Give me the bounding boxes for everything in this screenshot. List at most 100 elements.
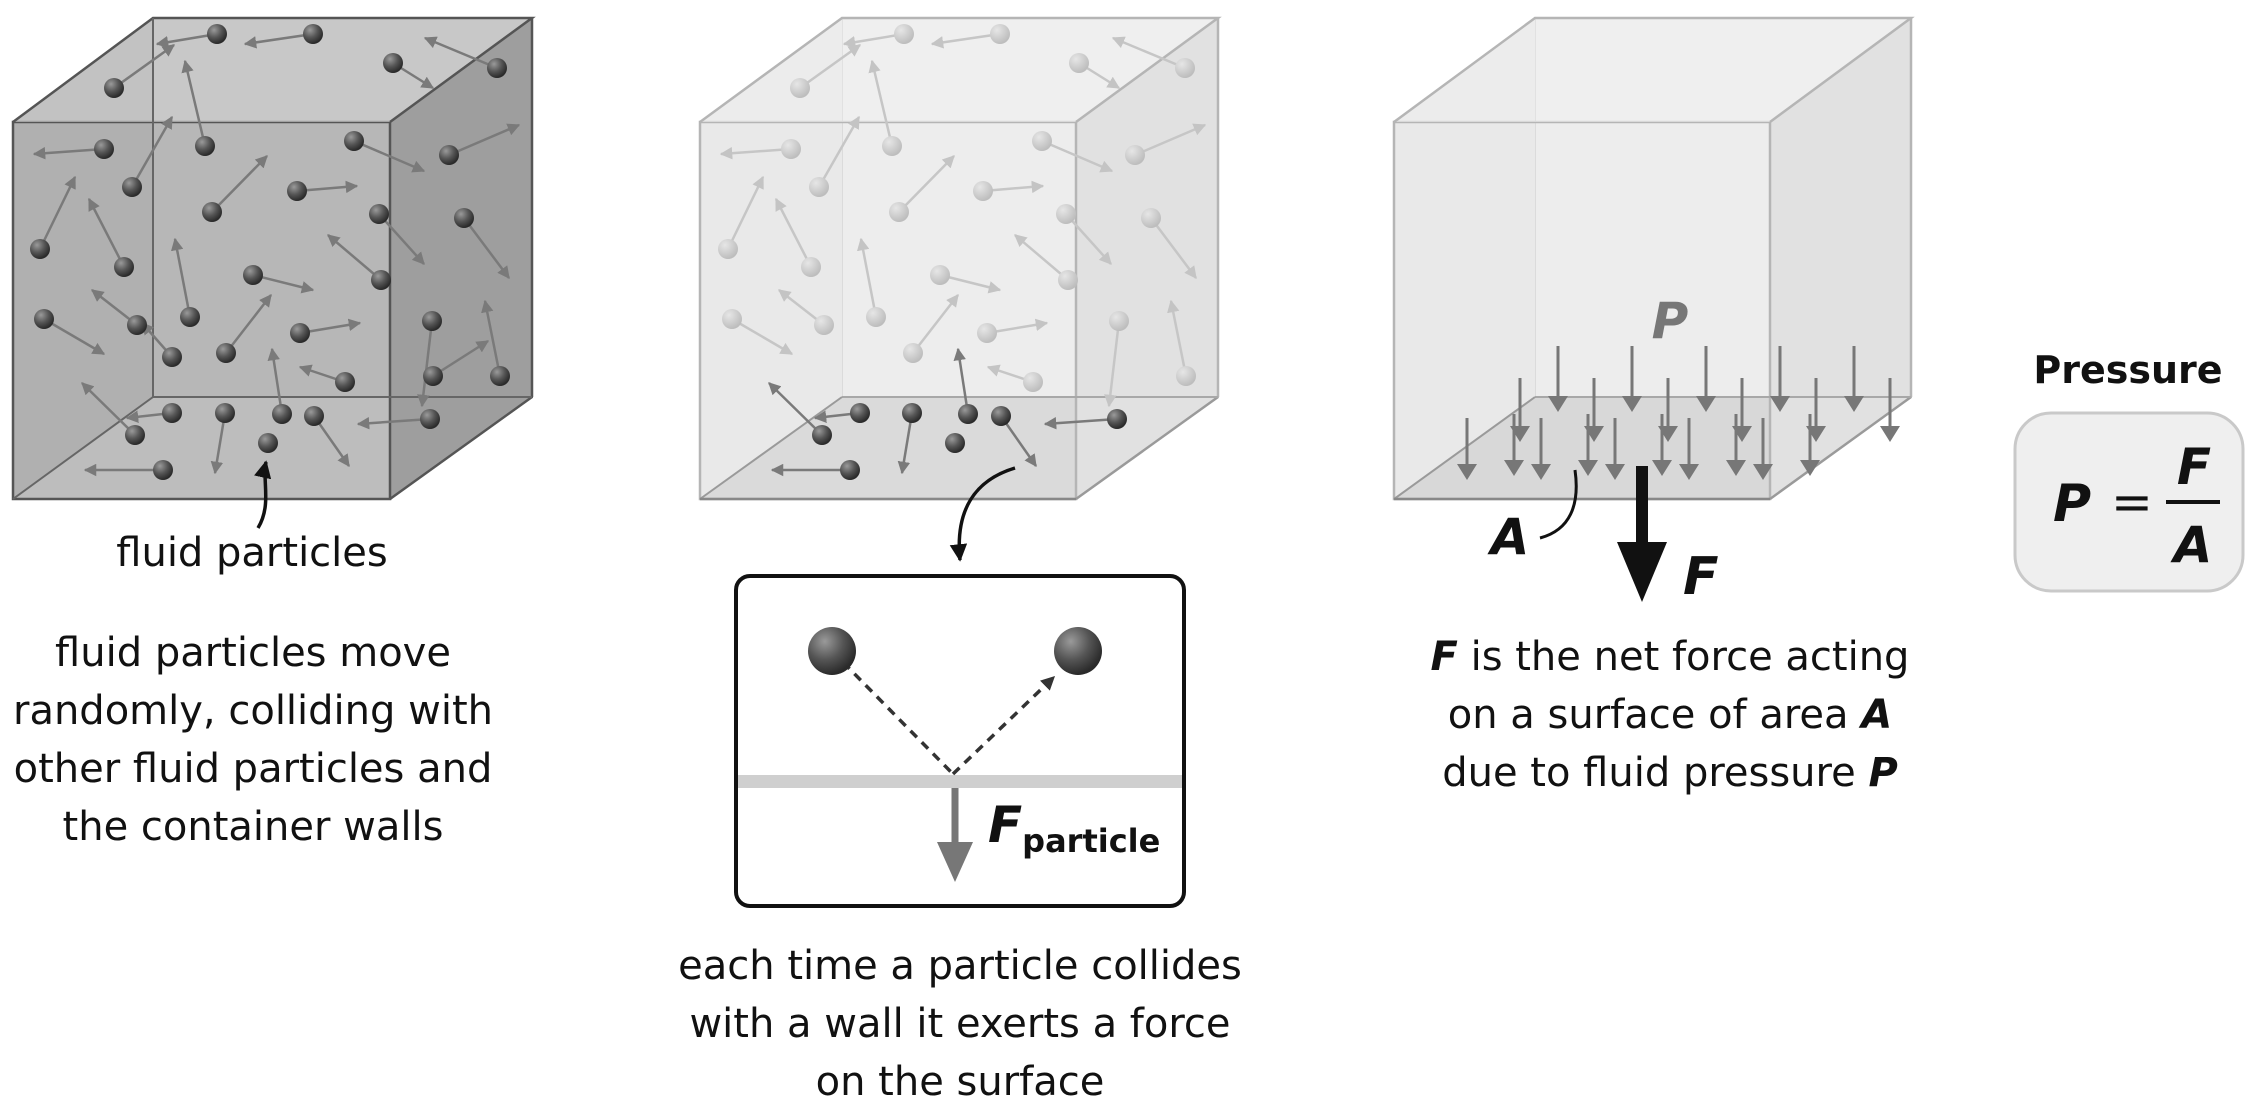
velocity-arrow xyxy=(210,412,227,475)
velocity-arrow xyxy=(999,415,1038,468)
velocity-arrow xyxy=(719,146,792,160)
net-force-arrowhead xyxy=(1617,542,1667,602)
container-box-2 xyxy=(698,16,1222,501)
fluid-particle xyxy=(840,460,860,480)
panel1-description: fluid particles move randomly, colliding… xyxy=(0,624,506,856)
panel3-text: on a surface of area xyxy=(1447,692,1862,738)
velocity-arrow xyxy=(868,59,894,147)
fluid-particle xyxy=(930,265,950,285)
fluid-particle xyxy=(801,257,821,277)
velocity-arrow xyxy=(898,155,955,213)
fluid-particle xyxy=(882,136,902,156)
panel3-text: due to fluid pressure xyxy=(1442,750,1869,796)
fluid-particle xyxy=(977,323,997,343)
fluid-particles-2 xyxy=(718,24,1196,480)
pressure-arrowhead xyxy=(1578,460,1598,476)
fluid-particle xyxy=(216,343,236,363)
particle-force-symbol: F xyxy=(988,796,1022,854)
velocity-arrow xyxy=(353,139,426,173)
velocity-arrow xyxy=(423,36,498,70)
velocity-arrow xyxy=(817,115,861,188)
area-leader-line xyxy=(1539,469,1578,540)
velocity-arrow xyxy=(432,339,490,378)
container-box-1 xyxy=(11,16,536,501)
velocity-arrow xyxy=(463,217,510,279)
velocity-arrow xyxy=(1104,320,1121,408)
fluid-particle xyxy=(1032,131,1052,151)
velocity-arrow xyxy=(299,318,362,335)
fluid-particle xyxy=(945,433,965,453)
fluid-particles-1 xyxy=(30,24,510,480)
velocity-arrow xyxy=(774,197,813,268)
fluid-particle xyxy=(195,136,215,156)
fluid-particle xyxy=(1056,204,1076,224)
panel2-description-line: each time a particle collides xyxy=(678,943,1242,989)
panel3-description-line-1: F is the net force acting xyxy=(1380,628,1960,686)
fluid-particle xyxy=(335,372,355,392)
panel1-description-line: other fluid particles and xyxy=(13,746,493,792)
velocity-arrow xyxy=(81,382,136,436)
fluid-particle xyxy=(383,53,403,73)
area-label: A xyxy=(1487,508,1530,566)
fluid-particle xyxy=(439,145,459,165)
fluid-particle xyxy=(1176,366,1196,386)
fluid-particle xyxy=(369,204,389,224)
velocity-arrow xyxy=(897,412,914,475)
pressure-arrowhead xyxy=(1457,464,1477,480)
fluid-particle xyxy=(866,307,886,327)
velocity-arrow xyxy=(1043,416,1118,430)
fluid-particle xyxy=(272,404,292,424)
fluid-particle xyxy=(290,323,310,343)
fluid-particle xyxy=(1125,145,1145,165)
pressure-arrowhead xyxy=(1652,460,1672,476)
velocity-arrow xyxy=(982,180,1045,194)
fluid-particle xyxy=(303,24,323,44)
formula-numerator: F xyxy=(2177,438,2211,496)
pressure-arrowhead xyxy=(1504,460,1524,476)
fluid-particle xyxy=(991,406,1011,426)
outgoing-particle xyxy=(1054,627,1102,675)
fluid-particle xyxy=(894,24,914,44)
velocity-arrow xyxy=(448,123,521,157)
pressure-arrowhead xyxy=(1679,464,1699,480)
pressure-arrowhead xyxy=(1622,396,1642,412)
fluid-particle xyxy=(973,181,993,201)
panel2-description-line: on the surface xyxy=(815,1059,1105,1105)
velocity-arrow xyxy=(930,32,1001,49)
velocity-arrow xyxy=(243,32,314,49)
incoming-particle xyxy=(808,627,856,675)
net-force-label: F xyxy=(1683,547,1719,607)
pressure-arrowhead xyxy=(1753,464,1773,480)
fluid-particle xyxy=(215,403,235,423)
fluid-particle xyxy=(1175,58,1195,78)
fluid-particle xyxy=(889,202,909,222)
fluid-particle xyxy=(162,347,182,367)
formula-equals: = xyxy=(2111,473,2153,531)
fluid-particle xyxy=(718,239,738,259)
velocity-arrow xyxy=(155,32,218,49)
velocity-arrow xyxy=(726,175,765,250)
formula-box xyxy=(2013,411,2245,593)
pressure-arrowhead xyxy=(1880,426,1900,442)
velocity-arrow xyxy=(32,146,105,160)
velocity-arrow xyxy=(378,213,425,265)
pressure-symbol-label: P xyxy=(1652,292,1689,350)
fluid-particle xyxy=(1023,372,1043,392)
velocity-arrow xyxy=(768,382,823,436)
pressure-arrowhead xyxy=(1800,460,1820,476)
fluid-particle xyxy=(34,309,54,329)
fluid-particle xyxy=(127,315,147,335)
velocity-arrow xyxy=(113,43,176,90)
fluid-particle xyxy=(344,131,364,151)
panel3-text: is the net force acting xyxy=(1457,634,1910,680)
fluid-particle xyxy=(850,403,870,423)
velocity-arrow xyxy=(986,318,1049,335)
velocity-arrow xyxy=(417,320,434,408)
velocity-arrow xyxy=(842,32,905,49)
velocity-arrow xyxy=(1041,139,1114,173)
fluid-particle xyxy=(1058,270,1078,290)
pressure-arrowhead xyxy=(1770,396,1790,412)
particle-force-label: Fparticle xyxy=(988,796,1160,860)
pressure-arrowhead xyxy=(1696,396,1716,412)
panel1-description-line: fluid particles move xyxy=(55,630,451,676)
